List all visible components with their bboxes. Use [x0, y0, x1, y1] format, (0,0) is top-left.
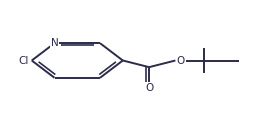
- Text: O: O: [177, 56, 185, 65]
- Text: O: O: [145, 83, 153, 93]
- Text: N: N: [51, 38, 59, 48]
- Text: Cl: Cl: [18, 56, 29, 65]
